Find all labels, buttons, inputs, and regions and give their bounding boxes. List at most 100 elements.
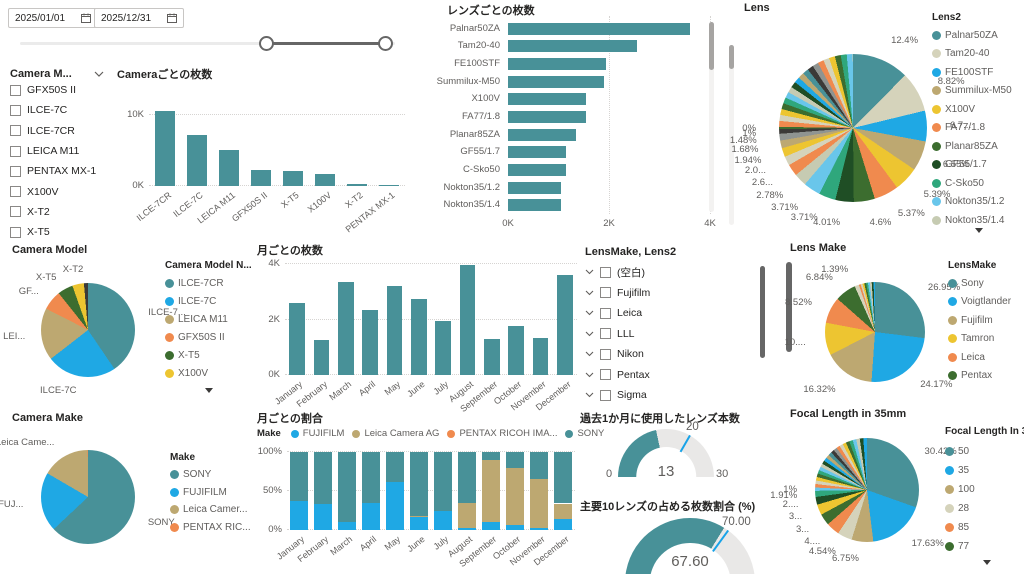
slicer-item[interactable]: ILCE-7CR (10, 121, 114, 141)
bar[interactable] (338, 282, 354, 375)
legend-item[interactable]: Leica (948, 348, 1011, 367)
legend-item[interactable]: ILCE-7CR (165, 274, 228, 292)
slider-handle-end[interactable] (378, 36, 393, 51)
stacked-bar-segment[interactable] (505, 525, 525, 530)
stacked-bar-segment[interactable] (553, 519, 573, 530)
legend-item[interactable]: Fujifilm (948, 311, 1011, 330)
date-range-slider-selection[interactable] (266, 42, 386, 45)
checkbox[interactable] (10, 206, 21, 218)
legend-item[interactable]: Voigtlander (948, 293, 1011, 312)
legend-item[interactable]: PENTAX RIC... (170, 519, 251, 537)
stacked-bar-segment[interactable] (289, 501, 309, 530)
slicer-item[interactable]: Fujifilm (585, 283, 765, 304)
bar[interactable] (362, 309, 378, 375)
legend-item[interactable]: GF55/1.7 (932, 156, 1012, 175)
legend-item[interactable]: FE100STF (932, 63, 1012, 82)
checkbox[interactable] (600, 307, 611, 319)
scrollbar[interactable] (729, 45, 734, 225)
stacked-bar-segment[interactable] (505, 467, 525, 526)
legend-item[interactable]: Palnar50ZA (932, 26, 1012, 45)
legend-item[interactable]: GFX50S II (165, 328, 228, 346)
legend-item[interactable]: Planar85ZA (932, 137, 1012, 156)
legend-item[interactable]: LEICA M11 (165, 310, 228, 328)
slicer-item[interactable]: Pentax (585, 365, 765, 386)
scrollbar-thumb[interactable] (760, 266, 765, 358)
slicer-item[interactable]: (空白) (585, 262, 765, 283)
pie-disc[interactable] (815, 438, 919, 542)
legend-item[interactable]: Pentax (948, 367, 1011, 386)
bar[interactable] (435, 320, 451, 375)
stacked-bar-segment[interactable] (385, 481, 405, 530)
stacked-bar-segment[interactable] (481, 522, 501, 530)
stacked-bar-segment[interactable] (529, 527, 549, 530)
legend-item[interactable]: X-T5 (165, 346, 228, 364)
checkbox[interactable] (10, 226, 21, 238)
bar[interactable] (484, 338, 500, 375)
expand-chevron-icon[interactable] (585, 290, 594, 296)
checkbox[interactable] (10, 145, 21, 157)
slicer-item[interactable]: Nikon (585, 344, 765, 365)
stacked-bar-segment[interactable] (433, 452, 453, 511)
date-range-slider-track[interactable] (20, 42, 395, 45)
stacked-bar-segment[interactable] (289, 452, 309, 502)
expand-chevron-icon[interactable] (585, 310, 594, 316)
stacked-bar-segment[interactable] (409, 452, 429, 516)
stacked-bar-segment[interactable] (313, 452, 333, 505)
bar[interactable] (186, 134, 208, 186)
legend-item[interactable]: 85 (945, 518, 975, 537)
bar[interactable] (378, 185, 400, 186)
checkbox[interactable] (600, 389, 611, 401)
legend-item[interactable]: 77 (945, 537, 975, 556)
stacked-bar-segment[interactable] (457, 528, 477, 530)
bar[interactable] (218, 150, 240, 186)
legend-item[interactable]: X100V (932, 100, 1012, 119)
bar[interactable] (557, 275, 573, 375)
scrollbar-thumb[interactable] (729, 45, 734, 69)
stacked-bar-segment[interactable] (481, 459, 501, 523)
top10-share-gauge[interactable] (625, 518, 755, 574)
slicer-item[interactable]: X-T2 (10, 202, 114, 222)
stacked-bar-segment[interactable] (433, 510, 453, 530)
legend-item[interactable]: X100V (165, 364, 228, 382)
legend-item[interactable]: FA77/1.8 (932, 119, 1012, 138)
legend-item[interactable]: Leica Camera AG (352, 428, 439, 439)
slicer-item[interactable]: PENTAX MX-1 (10, 161, 114, 181)
slicer-item[interactable]: LLL (585, 324, 765, 345)
checkbox[interactable] (600, 328, 611, 340)
lens-count-gauge[interactable] (618, 429, 714, 477)
checkbox[interactable] (10, 84, 21, 96)
slicer-item[interactable]: Leica (585, 303, 765, 324)
bar[interactable] (289, 302, 305, 375)
checkbox[interactable] (10, 165, 21, 177)
bar[interactable] (386, 286, 403, 375)
stacked-bar-segment[interactable] (337, 522, 357, 530)
legend-item[interactable]: Tamron (948, 330, 1011, 349)
checkbox[interactable] (600, 287, 611, 299)
checkbox[interactable] (10, 125, 21, 137)
legend-item[interactable]: 100 (945, 480, 975, 499)
bar[interactable] (508, 146, 567, 159)
expand-chevron-icon[interactable] (585, 351, 594, 357)
legend-item[interactable]: 28 (945, 499, 975, 518)
legend-item[interactable]: 50 (945, 442, 975, 461)
bar[interactable] (508, 40, 637, 53)
start-date-input[interactable]: 2025/01/01 (8, 8, 98, 28)
legend-item[interactable]: Summilux-M50 (932, 82, 1012, 101)
bar[interactable] (508, 93, 587, 106)
legend-item[interactable]: Leica Camer... (170, 501, 251, 519)
legend-item[interactable]: PENTAX RICOH IMA... (447, 428, 557, 439)
stacked-bar-segment[interactable] (385, 452, 405, 482)
pie-disc[interactable] (41, 283, 135, 377)
scrollbar[interactable] (709, 22, 714, 212)
legend-item[interactable]: FUJIFILM (170, 484, 251, 502)
expand-chevron-icon[interactable] (585, 392, 594, 398)
scrollbar-thumb[interactable] (709, 22, 714, 70)
stacked-bar-segment[interactable] (457, 452, 477, 503)
expand-chevron-icon[interactable] (585, 269, 594, 275)
stacked-bar-segment[interactable] (481, 452, 501, 460)
stacked-bar-segment[interactable] (553, 452, 573, 504)
bar[interactable] (313, 340, 330, 375)
legend-item[interactable]: SONY (170, 466, 251, 484)
bar[interactable] (154, 111, 176, 186)
calendar-icon[interactable] (167, 13, 177, 23)
